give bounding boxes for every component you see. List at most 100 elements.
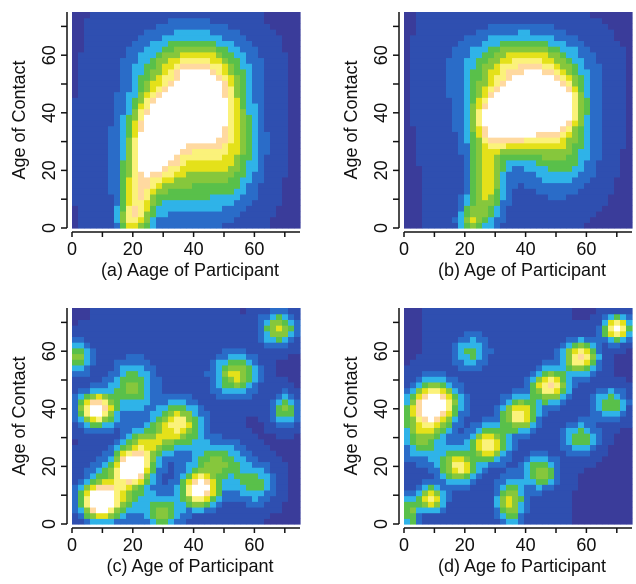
heatmap-cell [72,455,79,463]
heatmap-cell [566,29,573,36]
heatmap-cell [246,342,253,349]
heatmap-cell [228,336,235,343]
heatmap-cell [72,210,79,218]
heatmap-cell [150,359,157,366]
heatmap-cell [470,512,477,519]
heatmap-cell [294,125,301,132]
heatmap-cell [476,46,483,53]
heatmap-cell [422,393,429,400]
heatmap-cell [464,433,471,440]
heatmap-cell [410,114,417,121]
heatmap-cell [288,188,295,195]
heatmap-cell [422,478,429,485]
heatmap-cell [222,472,229,480]
heatmap-cell [240,353,247,360]
heatmap-cell [452,137,459,144]
heatmap-cell [464,125,471,132]
heatmap-cell [186,506,193,514]
heatmap-cell [234,421,241,428]
heatmap-cell [282,63,289,70]
heatmap-cell [446,433,453,440]
heatmap-cell [90,188,97,195]
heatmap-cell [542,182,549,189]
heatmap-cell [156,387,163,394]
heatmap-cell [500,176,507,184]
heatmap-cell [446,325,453,332]
heatmap-cell [132,364,139,372]
heatmap-cell [174,188,181,195]
heatmap-cell [162,319,169,326]
heatmap-cell [144,308,151,315]
heatmap-cell [216,416,223,423]
heatmap-cell [138,461,145,468]
heatmap-cell [108,376,115,383]
heatmap-cell [596,222,603,229]
heatmap-cell [138,80,145,87]
heatmap-cell [204,137,211,144]
heatmap-cell [446,450,453,457]
heatmap-cell [560,210,567,218]
heatmap-cell [434,205,441,212]
heatmap-cell [126,193,133,201]
heatmap-cell [422,120,429,127]
heatmap-cell [72,370,79,377]
heatmap-cell [186,51,193,59]
heatmap-cell [228,125,235,132]
heatmap-cell [602,222,609,229]
heatmap-cell [234,165,241,172]
heatmap-cell [464,501,471,508]
heatmap-cell [216,387,223,394]
heatmap-cell [428,512,435,519]
heatmap-cell [78,120,85,127]
heatmap-cell [144,63,151,70]
heatmap-cell [228,148,235,155]
heatmap-cell [470,182,477,189]
heatmap-cell [416,159,423,167]
heatmap-cell [180,381,187,389]
heatmap-cell [488,17,495,24]
heatmap-cell [264,308,271,315]
heatmap-cell [572,91,579,98]
heatmap-cell [234,353,241,360]
heatmap-cell [596,125,603,132]
heatmap-cell [590,23,597,30]
heatmap-cell [614,154,621,161]
heatmap-cell [228,171,235,178]
heatmap-cell [246,438,253,446]
heatmap-cell [108,40,115,47]
heatmap-cell [240,364,247,372]
heatmap-cell [96,325,103,332]
heatmap-cell [488,108,495,115]
heatmap-cell [126,478,133,485]
heatmap-cell [404,421,411,428]
heatmap-cell [488,461,495,468]
heatmap-cell [156,495,163,502]
heatmap-cell [518,216,525,223]
heatmap-cell [482,51,489,59]
heatmap-cell [72,102,79,110]
heatmap-cell [162,472,169,480]
heatmap-cell [416,427,423,434]
heatmap-cell [162,478,169,485]
heatmap-cell [548,137,555,144]
heatmap-cell [156,210,163,218]
heatmap-cell [78,137,85,144]
heatmap-cell [120,438,127,446]
heatmap-cell [452,176,459,184]
heatmap-cell [198,74,205,81]
heatmap-cell [434,495,441,502]
heatmap-cell [294,495,301,502]
heatmap-cell [132,108,139,115]
heatmap-cell [108,410,115,417]
heatmap-cell [276,393,283,400]
heatmap-cell [530,91,537,98]
heatmap-cell [126,165,133,172]
heatmap-cell [602,148,609,155]
heatmap-cell [422,398,429,406]
heatmap-cell [440,313,447,320]
heatmap-cell [90,114,97,121]
heatmap-cell [198,342,205,349]
heatmap-cell [410,484,417,491]
heatmap-cell [72,80,79,87]
